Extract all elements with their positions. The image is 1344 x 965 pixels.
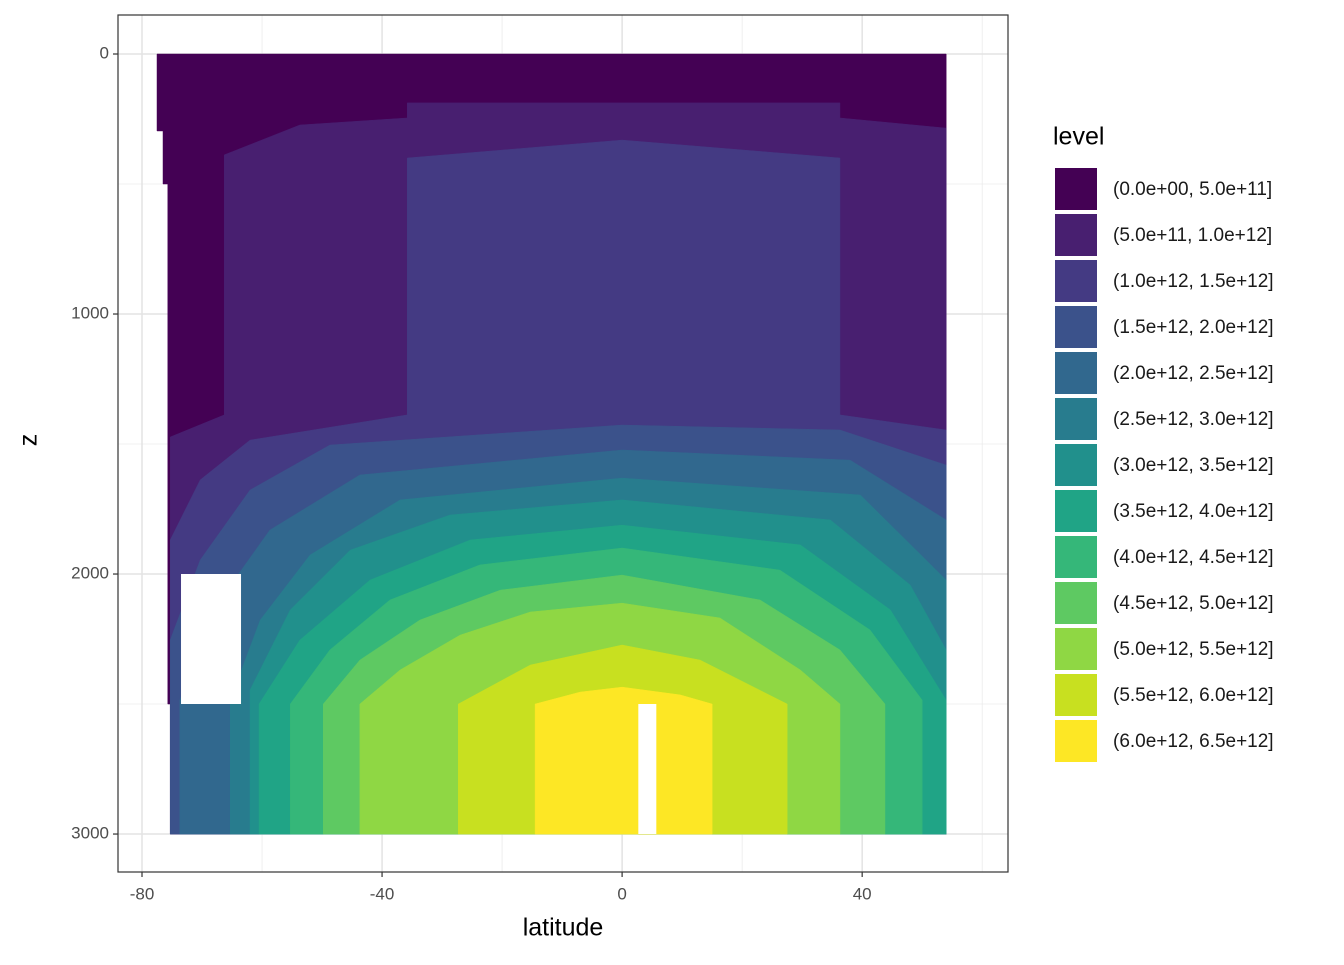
legend-key — [1055, 674, 1097, 716]
x-tick-label: -40 — [370, 884, 395, 903]
legend-label: (5.0e+11, 1.0e+12] — [1113, 225, 1272, 246]
legend-key — [1055, 214, 1097, 256]
legend-label: (1.5e+12, 2.0e+12] — [1113, 317, 1274, 338]
legend-key — [1055, 582, 1097, 624]
legend-label: (2.0e+12, 2.5e+12] — [1113, 363, 1274, 384]
legend-label: (2.5e+12, 3.0e+12] — [1113, 409, 1274, 430]
x-tick-label: -80 — [130, 884, 155, 903]
legend-label: (5.0e+12, 5.5e+12] — [1113, 639, 1274, 660]
y-axis-label: z — [15, 434, 43, 447]
contour-band — [534, 686, 713, 835]
legend-label: (4.5e+12, 5.0e+12] — [1113, 593, 1274, 614]
y-tick-label: 3000 — [71, 824, 109, 843]
legend-key — [1055, 260, 1097, 302]
legend-key — [1055, 490, 1097, 532]
legend-key — [1055, 306, 1097, 348]
legend-title: level — [1053, 123, 1104, 151]
legend-key — [1055, 536, 1097, 578]
legend-key — [1055, 628, 1097, 670]
legend-label: (4.0e+12, 4.5e+12] — [1113, 547, 1274, 568]
plot-area — [156, 53, 947, 835]
y-tick-label: 1000 — [71, 303, 109, 322]
y-tick-label: 2000 — [71, 564, 109, 583]
legend-key — [1055, 398, 1097, 440]
legend-key — [1055, 444, 1097, 486]
legend-key — [1055, 168, 1097, 210]
missing-region — [638, 704, 657, 835]
legend-key — [1055, 720, 1097, 762]
panel-border — [117, 14, 1009, 873]
legend-label: (3.5e+12, 4.0e+12] — [1113, 501, 1274, 522]
legend-label: (1.0e+12, 1.5e+12] — [1113, 271, 1274, 292]
legend-label: (3.0e+12, 3.5e+12] — [1113, 455, 1274, 476]
y-tick-label: 0 — [100, 43, 109, 62]
legend-key — [1055, 352, 1097, 394]
x-axis-label: latitude — [523, 914, 604, 942]
legend-label: (5.5e+12, 6.0e+12] — [1113, 685, 1274, 706]
x-tick-label: 0 — [617, 884, 626, 903]
x-tick-label: 40 — [853, 884, 872, 903]
legend-label: (0.0e+00, 5.0e+11] — [1113, 179, 1272, 200]
missing-region — [181, 574, 242, 705]
legend-label: (6.0e+12, 6.5e+12] — [1113, 731, 1274, 752]
